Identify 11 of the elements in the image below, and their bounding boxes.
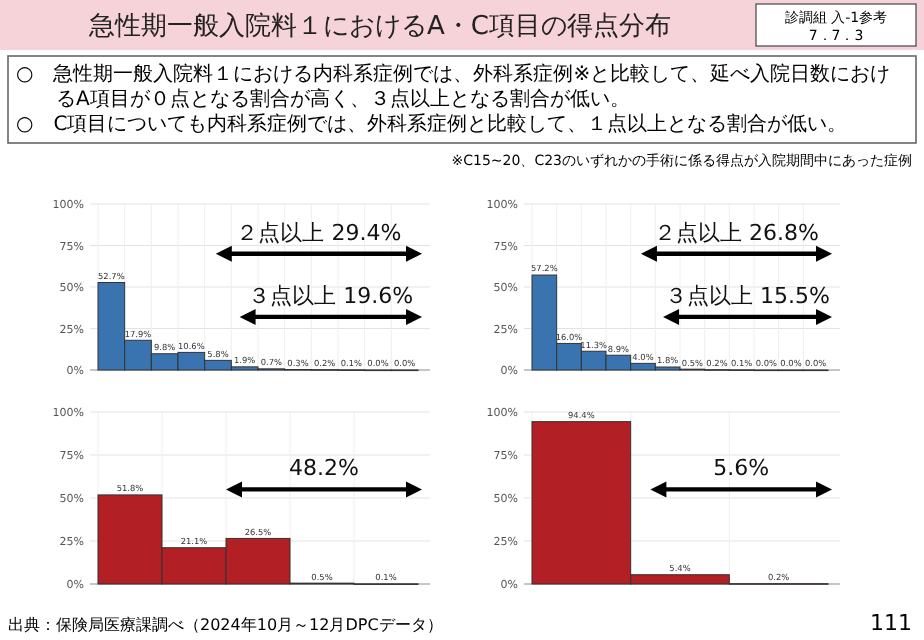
annotation: 5.6%	[713, 455, 770, 482]
text: 急性期一般入院料１におけるA・C項目の得点分布	[87, 12, 671, 42]
annotation: ３点以上 15.5%	[665, 282, 830, 309]
text: ○ C項目についても内科系症例では、外科系症例と比較して、１点以上となる割合が低い。	[16, 112, 848, 136]
annotation: ３点以上 19.6%	[248, 282, 414, 309]
annotation: ２点以上 29.4%	[236, 219, 402, 246]
text: ○ 急性期一般入院料１における内科系症例では、外科系症例※と比較して、延べ入院日数におけるA項目が０点となる割合が高く、３点以上となる割合が低い。	[16, 62, 891, 111]
annotation: ２点以上 26.8%	[654, 219, 819, 246]
source-note: 出典：保険局医療課調べ（2024年10月～12月DPCデータ）	[8, 616, 443, 634]
annotation: 48.2%	[289, 455, 359, 482]
text: 111	[870, 610, 912, 636]
